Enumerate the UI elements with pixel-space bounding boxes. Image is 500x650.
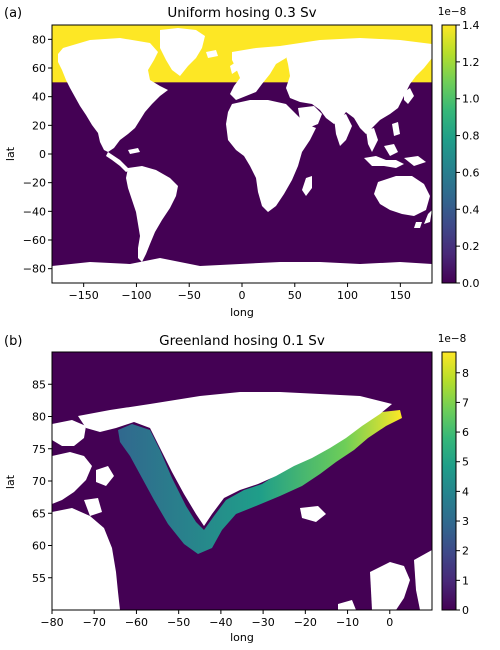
a-colorbar-tick-label: 1.4 (462, 19, 480, 32)
a-x-tick-label: 150 (390, 289, 411, 302)
b-x-tick-label: −30 (252, 616, 275, 629)
a-colorbar-tick-label: 0.8 (462, 130, 480, 143)
panel-b-x-ticks: −80 −70 −60 −50 −40 −30 −20 −10 0 (40, 610, 393, 629)
a-x-tick-label: 100 (337, 289, 358, 302)
panel-b-colorbar-ticks: 0 1 2 3 4 5 6 7 8 (456, 367, 469, 617)
b-colorbar-tick-label: 5 (462, 456, 469, 469)
a-y-tick-label: −60 (23, 234, 46, 247)
panel-a-label: (a) (4, 6, 22, 21)
b-colorbar-tick-label: 1 (462, 574, 469, 587)
a-x-tick-label: 50 (288, 289, 302, 302)
b-colorbar-tick-label: 8 (462, 367, 469, 380)
b-x-tick-label: 0 (386, 616, 393, 629)
b-colorbar-tick-label: 2 (462, 545, 469, 558)
b-y-tick-label: 60 (32, 540, 46, 553)
panel-b-greenland-land (78, 392, 392, 526)
a-colorbar-tick-label: 0.2 (462, 240, 480, 253)
b-colorbar-tick-label: 3 (462, 515, 469, 528)
a-x-tick-label: 0 (239, 289, 246, 302)
b-colorbar-tick-label: 0 (462, 604, 469, 617)
a-colorbar-tick-label: 1.2 (462, 56, 480, 69)
a-y-tick-label: 60 (32, 62, 46, 75)
panel-b-colorbar-scale: 1e−8 (438, 333, 467, 345)
panel-a-colorbar-scale: 1e−8 (438, 6, 467, 18)
a-y-tick-label: −80 (23, 263, 46, 276)
panel-a-y-ticks: −80 −60 −40 −20 0 20 40 60 80 (23, 33, 52, 276)
a-y-tick-label: 20 (32, 119, 46, 132)
a-colorbar-tick-label: 0.0 (462, 277, 480, 290)
a-y-tick-label: −40 (23, 205, 46, 218)
a-y-tick-label: 80 (32, 33, 46, 46)
a-y-tick-label: −20 (23, 177, 46, 190)
a-x-tick-label: −150 (69, 289, 99, 302)
panel-b: (b) Greenland hosing 0.1 Sv −80 −70− (4, 333, 469, 644)
panel-a-y-label: lat (4, 146, 17, 161)
panel-a-heatmap (52, 25, 432, 283)
panel-b-other-land (52, 420, 432, 610)
b-x-tick-label: −70 (83, 616, 106, 629)
b-y-tick-label: 70 (32, 475, 46, 488)
panel-b-y-ticks: 55 60 65 70 75 80 85 (32, 378, 52, 585)
b-x-tick-label: −80 (40, 616, 63, 629)
b-colorbar-tick-label: 4 (462, 485, 469, 498)
b-colorbar-tick-label: 6 (462, 426, 469, 439)
b-y-tick-label: 85 (32, 378, 46, 391)
panel-a-colorbar-frame (441, 24, 457, 284)
panel-a-land (52, 28, 432, 283)
panel-b-colorbar (442, 352, 456, 610)
b-colorbar-tick-label: 7 (462, 396, 469, 409)
a-x-tick-label: −100 (121, 289, 151, 302)
a-colorbar-tick-label: 0.4 (462, 203, 480, 216)
panel-a-x-label: long (230, 306, 254, 319)
panel-b-label: (b) (4, 334, 22, 349)
panel-a-title: Uniform hosing 0.3 Sv (167, 5, 316, 21)
b-x-tick-label: −40 (209, 616, 232, 629)
b-y-tick-label: 80 (32, 411, 46, 424)
b-x-tick-label: −50 (167, 616, 190, 629)
a-colorbar-tick-label: 1.0 (462, 93, 480, 106)
a-colorbar-tick-label: 0.6 (462, 166, 480, 179)
b-y-tick-label: 65 (32, 507, 46, 520)
panel-a-colorbar (442, 25, 456, 283)
panel-a: (a) Uniform hosing 0.3 Sv (4, 5, 480, 319)
b-x-tick-label: −60 (125, 616, 148, 629)
a-y-tick-label: 40 (32, 91, 46, 104)
b-x-tick-label: −20 (294, 616, 317, 629)
panel-a-colorbar-ticks: 0.0 0.2 0.4 0.6 0.8 1.0 1.2 1.4 (456, 19, 480, 290)
panel-a-x-ticks: −150 −100 −50 0 50 100 150 (69, 283, 411, 302)
b-y-tick-label: 55 (32, 572, 46, 585)
panel-b-y-label: lat (4, 474, 17, 489)
panel-b-heatmap (52, 352, 432, 610)
panel-b-x-label: long (230, 631, 254, 644)
a-y-tick-label: 0 (39, 148, 46, 161)
panel-b-colorbar-frame (441, 351, 457, 611)
a-x-tick-label: −50 (178, 289, 201, 302)
panel-b-title: Greenland hosing 0.1 Sv (159, 333, 325, 349)
b-x-tick-label: −10 (336, 616, 359, 629)
b-y-tick-label: 75 (32, 443, 46, 456)
